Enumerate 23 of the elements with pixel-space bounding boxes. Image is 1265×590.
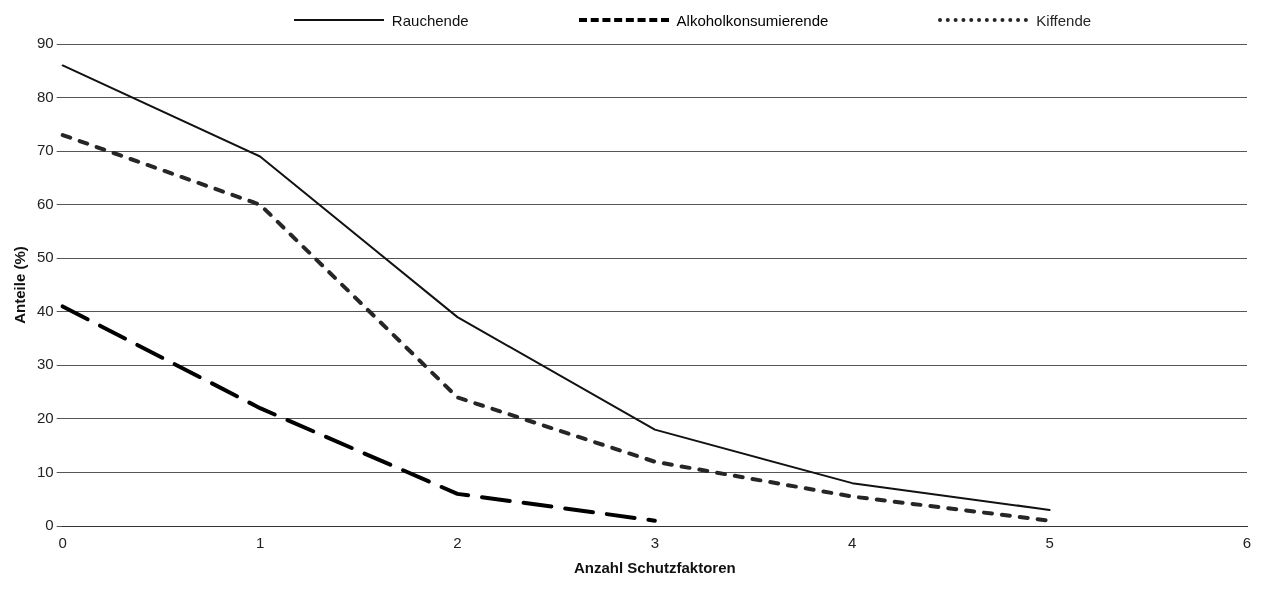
y-tick-label: 60 xyxy=(37,194,54,212)
x-tick-label: 3 xyxy=(650,534,660,552)
y-axis-title: Anteile (%) xyxy=(11,246,29,324)
y-tick-label: 40 xyxy=(37,301,54,319)
line-series xyxy=(60,304,657,523)
y-tick-label: 80 xyxy=(37,87,54,105)
y-tick-label: 30 xyxy=(37,355,54,373)
y-tick-label: 50 xyxy=(37,248,54,266)
x-tick-label: 0 xyxy=(58,534,67,552)
x-tick-label: 2 xyxy=(453,534,462,552)
y-tick-label: 20 xyxy=(37,409,54,427)
text: Rauchende xyxy=(391,11,469,29)
x-tick-label: 4 xyxy=(848,534,857,552)
y-tick-label: 10 xyxy=(37,462,54,480)
x-tick-label: 6 xyxy=(1242,534,1252,552)
y-tick-label: 0 xyxy=(45,516,54,534)
y-tick-label: 70 xyxy=(37,141,54,159)
x-tick-label: 5 xyxy=(1045,534,1054,552)
text: Kiffende xyxy=(1036,11,1092,29)
y-tick-label: 90 xyxy=(37,34,54,52)
x-axis-title: Anzahl Schutzfaktoren xyxy=(574,559,736,577)
text: Alkoholkonsumierende xyxy=(676,11,829,29)
x-tick-label: 1 xyxy=(255,534,265,552)
